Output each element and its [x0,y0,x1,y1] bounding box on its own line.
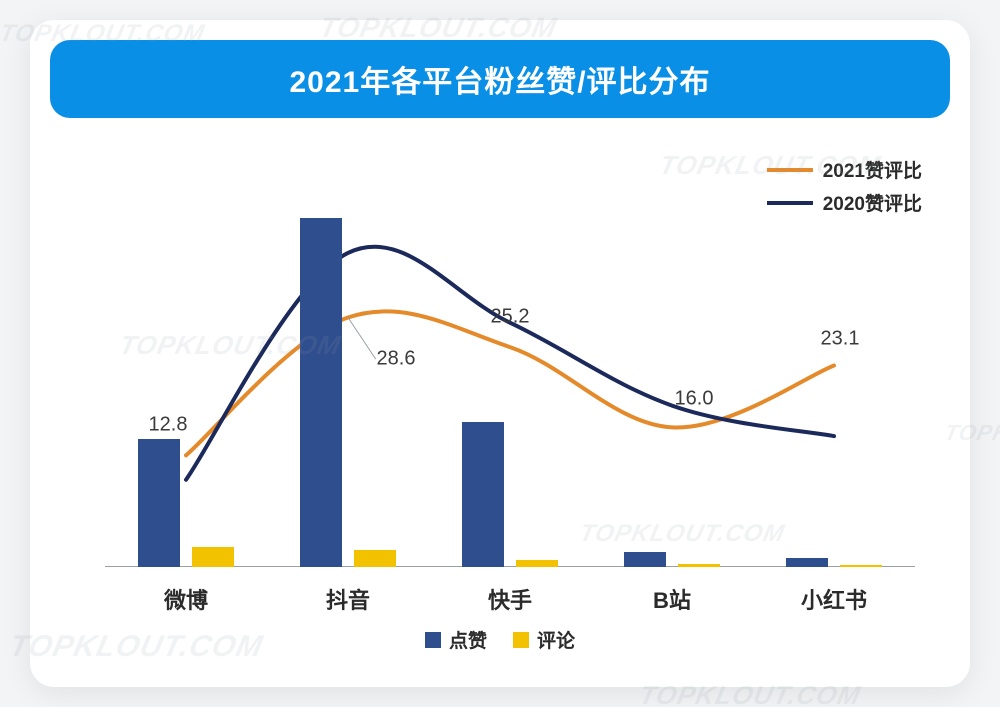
category-label: 快手 [488,583,532,615]
category-label: 微博 [164,583,208,615]
category-label: 抖音 [326,583,370,615]
legend-swatch [425,632,441,648]
legend-label: 2020赞评比 [823,189,922,216]
category-labels: 微博 抖音 快手 B站 小红书 [105,579,915,615]
line-legend-item: 2020赞评比 [767,189,922,216]
bar-comments [354,550,396,567]
line-legend-item: 2021赞评比 [767,156,922,183]
line-2020赞评比 [186,247,834,480]
value-label: 28.6 [377,348,416,371]
legend-swatch [513,632,529,648]
line-legend: 2021赞评比 2020赞评比 [767,156,922,216]
category-label: B站 [653,583,691,615]
bar-comments [192,547,234,567]
card: 2021年各平台粉丝赞/评比分布 2021赞评比 2020赞评比 12.8 28.6… [30,20,970,687]
bar-comments [840,565,882,567]
plot-area: 12.8 28.6 25.2 16.0 23.1 [105,218,915,567]
bar-comments [516,560,558,567]
bar-likes [462,422,504,567]
value-label: 12.8 [149,414,188,437]
legend-label: 点赞 [449,626,487,653]
bar-likes [624,552,666,567]
bar-legend-item: 点赞 [425,626,487,653]
bar-likes [138,439,180,567]
value-label: 25.2 [491,306,530,329]
value-label: 23.1 [821,328,860,351]
bar-legend-item: 评论 [513,626,575,653]
legend-label: 评论 [537,626,575,653]
category-label: 小红书 [801,583,867,615]
bar-comments [678,564,720,567]
legend-swatch [767,201,813,205]
chart-title-bar: 2021年各平台粉丝赞/评比分布 [50,40,950,118]
bar-legend: 点赞 评论 [50,626,950,653]
chart-title: 2021年各平台粉丝赞/评比分布 [289,57,710,101]
bar-likes [300,218,342,567]
legend-swatch [767,168,813,172]
line-curves [105,218,915,567]
legend-label: 2021赞评比 [823,156,922,183]
value-label: 16.0 [675,388,714,411]
bar-likes [786,558,828,567]
line-2021赞评比 [186,311,834,455]
chart-area: 2021赞评比 2020赞评比 12.8 28.6 25.2 16.0 23.1 微博 抖音… [50,138,950,667]
